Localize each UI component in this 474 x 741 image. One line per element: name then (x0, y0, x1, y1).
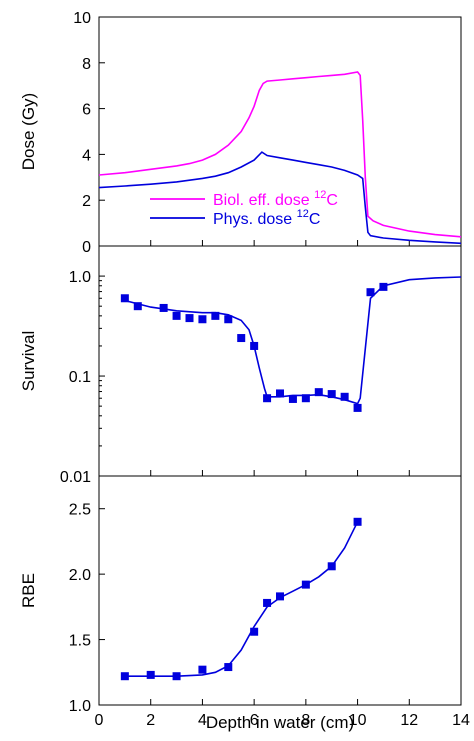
survival-y-tick-label: 0.01 (60, 469, 91, 486)
survival-y-tick-label: 1.0 (69, 269, 91, 286)
survival-data-point (159, 303, 168, 312)
survival-data-point (198, 315, 207, 324)
survival-data-point (353, 403, 362, 412)
dose-y-tick-label: 2 (82, 193, 91, 210)
rbe-x-tick-label: 10 (349, 712, 367, 729)
x-axis-title: Depth in water (cm) (206, 713, 354, 732)
survival-data-point (133, 302, 142, 311)
survival-fit-line (124, 276, 462, 405)
rbe-x-tick-label: 8 (301, 712, 310, 729)
rbe-data-point (250, 627, 259, 636)
survival-data-point (224, 315, 233, 324)
survival-data-point (172, 311, 181, 320)
rbe-data-point (198, 665, 207, 674)
rbe-x-tick-label: 14 (452, 712, 470, 729)
survival-data-point (288, 394, 297, 403)
survival-data-point (120, 294, 129, 303)
survival-data-point (237, 334, 246, 343)
dose-panel: 0 2 4 6 8 10 Dose (Gy) (19, 10, 462, 256)
survival-y-axis-title: Survival (19, 331, 38, 391)
rbe-x-tick-label: 4 (198, 712, 207, 729)
survival-data-point (314, 388, 323, 397)
survival-data-point (340, 392, 349, 401)
rbe-x-tick-label: 6 (250, 712, 259, 729)
rbe-x-tick-label: 12 (400, 712, 418, 729)
rbe-data-point (276, 592, 284, 601)
survival-data-point (211, 311, 220, 320)
dose-y-tick-label: 4 (82, 147, 91, 164)
survival-data-point (327, 390, 336, 399)
rbe-x-tick-label: 2 (146, 712, 155, 729)
rbe-y-tick-label: 1.5 (69, 633, 91, 650)
rbe-y-axis-title: RBE (19, 573, 38, 608)
rbe-data-point (263, 598, 272, 607)
survival-data-point (263, 394, 272, 403)
phys-dose-line (98, 151, 462, 245)
rbe-y-tick-label: 1.0 (69, 698, 91, 715)
survival-data-point (301, 394, 310, 403)
legend-label-1: Phys. dose 12C (213, 208, 320, 228)
survival-y-tick-label: 0.1 (69, 369, 91, 386)
rbe-panel: 1.0 1.5 2.0 2.5 0 2 4 6 8 10 12 14 RBE (19, 475, 470, 729)
rbe-y-tick-label: 2.0 (69, 567, 91, 584)
rbe-plot-frame (98, 475, 462, 706)
survival-data-point (185, 314, 194, 323)
rbe-data-point (224, 663, 233, 672)
rbe-fit-line (124, 521, 359, 677)
dose-y-tick-label: 10 (73, 10, 91, 27)
rbe-data-point (120, 672, 129, 681)
survival-data-point (366, 288, 375, 297)
rbe-x-tick-label: 0 (95, 712, 104, 729)
biol-eff-dose-line (98, 71, 462, 238)
rbe-y-tick-label: 2.5 (69, 502, 91, 519)
dose-y-tick-label: 8 (82, 56, 91, 73)
dose-y-axis-title: Dose (Gy) (19, 93, 38, 170)
legend-label-0: Biol. eff. dose 12C (213, 189, 338, 209)
survival-data-point (276, 389, 284, 398)
rbe-data-point (146, 670, 155, 679)
dose-y-tick-label: 6 (82, 102, 91, 119)
dose-y-tick-label: 0 (82, 239, 91, 256)
